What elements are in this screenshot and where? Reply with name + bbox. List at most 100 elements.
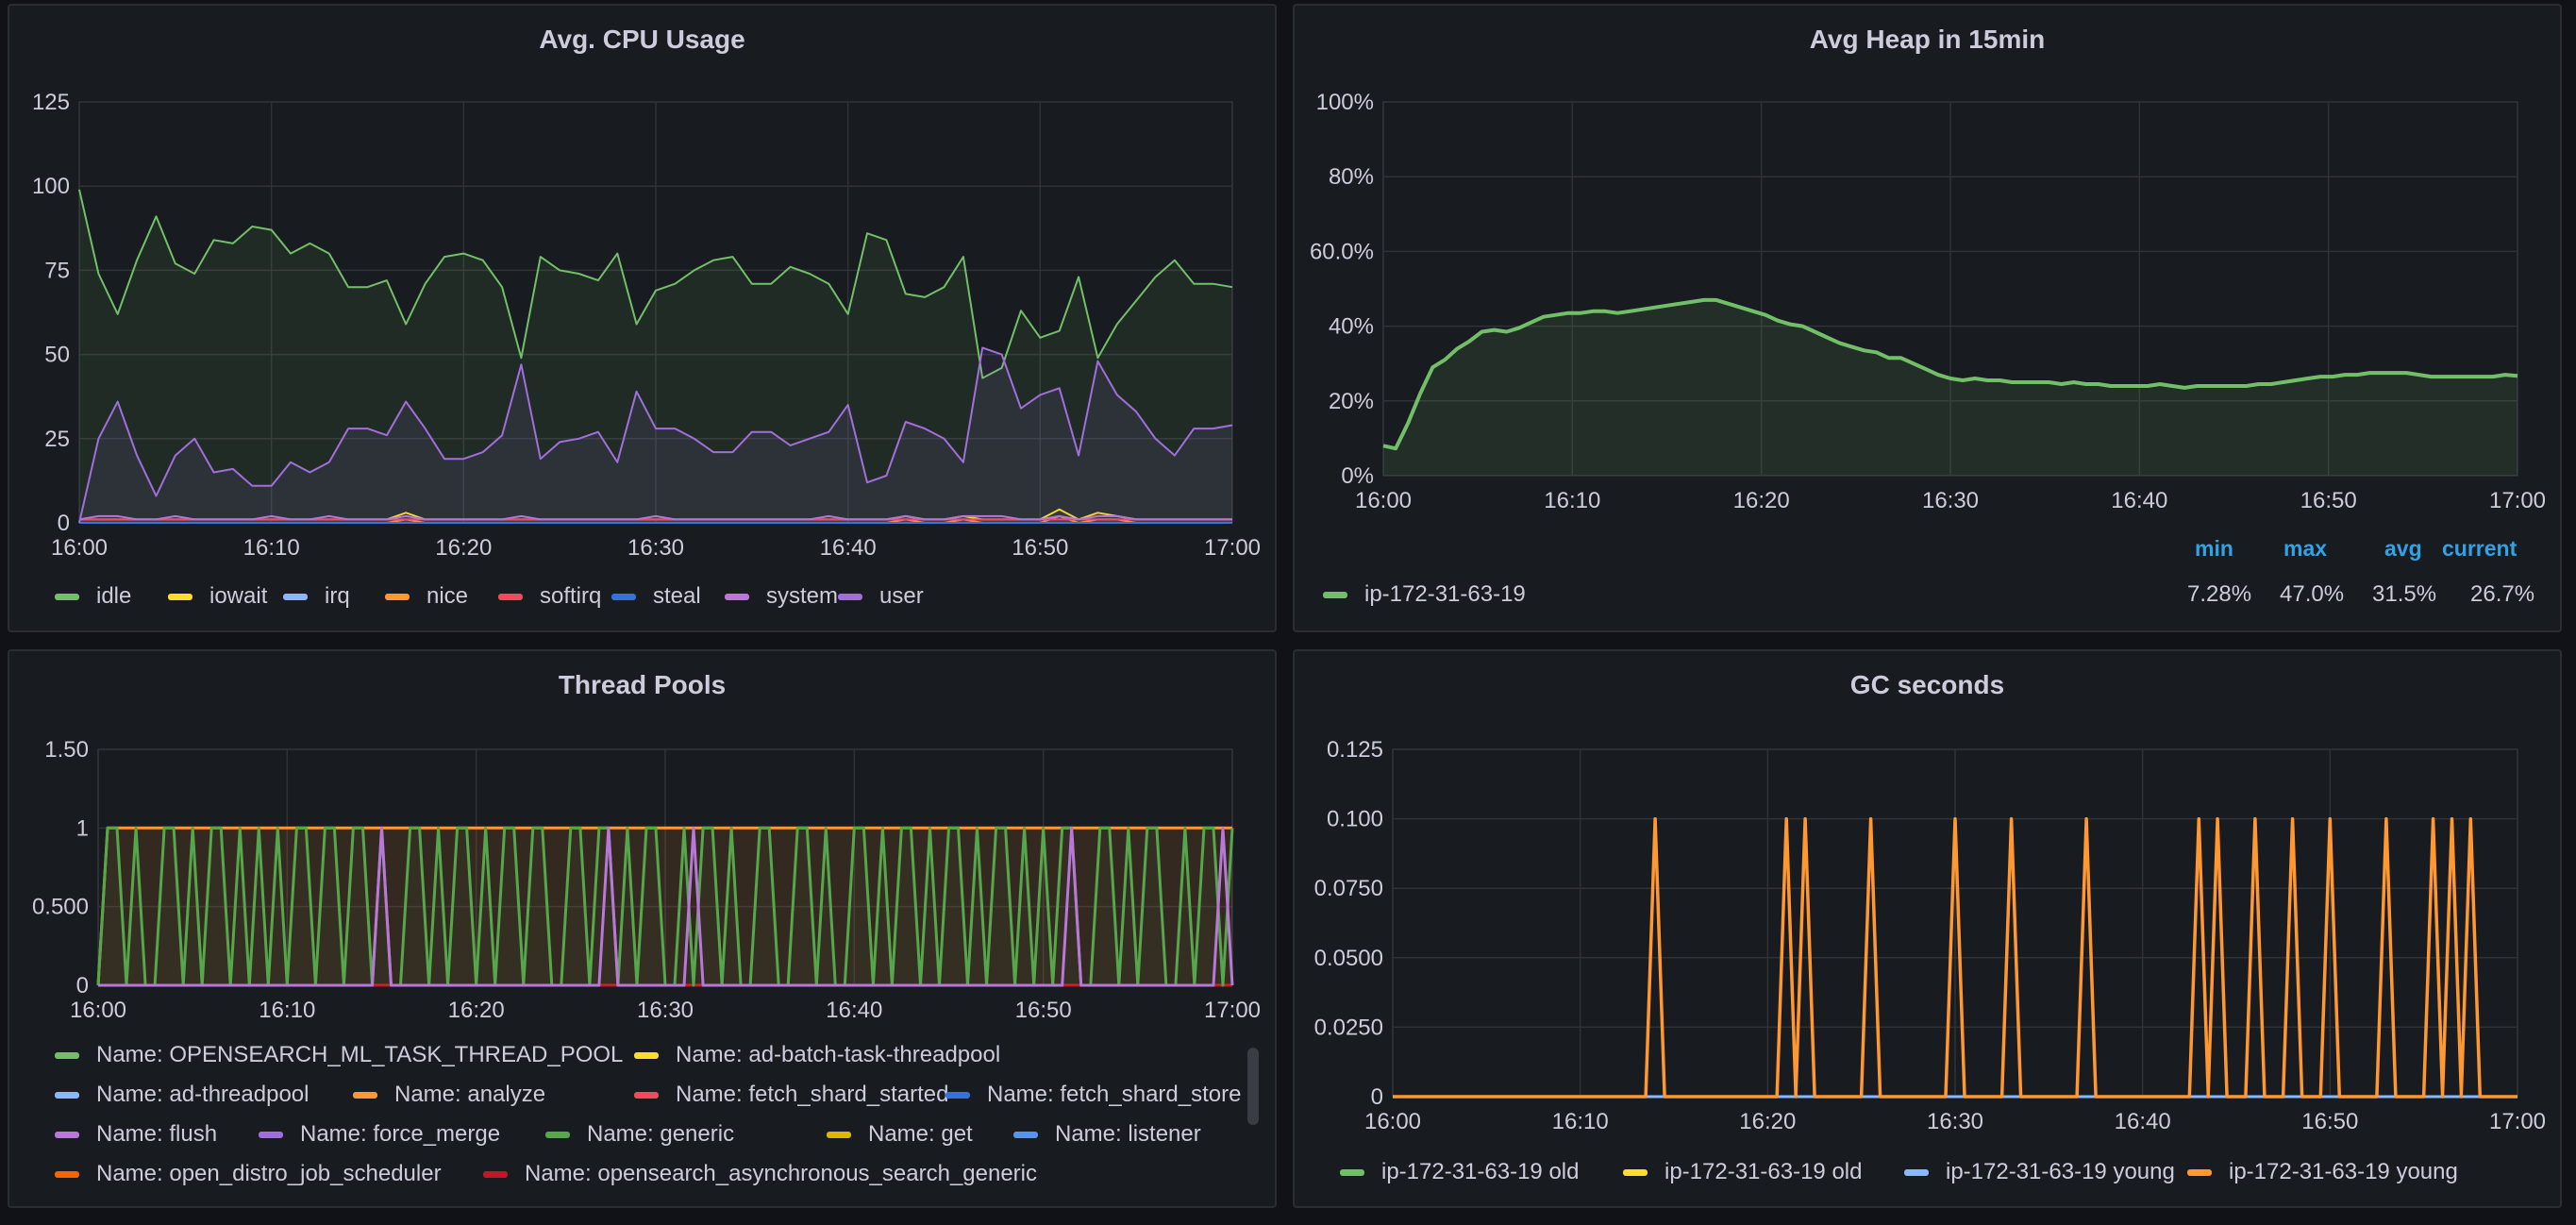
legend-item[interactable]: Name: OPENSEARCH_ML_TASK_THREAD_POOL (55, 1042, 623, 1068)
x-tick-label: 16:10 (1544, 488, 1600, 513)
y-tick-label: 0 (76, 973, 89, 998)
legend-item[interactable]: Name: ad-threadpool (55, 1082, 309, 1108)
series-line-3 (1393, 816, 2517, 1099)
panel-title[interactable]: Avg Heap in 15min (1809, 25, 2046, 54)
y-tick-label: 20% (1329, 389, 1374, 414)
legend-item[interactable]: ip-172-31-63-19 old (1340, 1159, 1579, 1185)
legend-swatch (611, 594, 636, 601)
stat-current: 26.7% (2470, 581, 2535, 607)
x-tick-label: 17:00 (2489, 1109, 2546, 1134)
y-tick-label: 1 (76, 815, 89, 841)
stat-max: 47.0% (2280, 581, 2345, 607)
legend-item[interactable]: ip-172-31-63-19 old (1623, 1159, 1862, 1185)
legend-swatch (634, 1052, 659, 1060)
y-tick-label: 0.0500 (1314, 946, 1383, 971)
legend-swatch (725, 594, 749, 601)
legend-swatch (55, 1052, 79, 1060)
legend-swatch (1340, 1169, 1364, 1177)
legend-item[interactable]: ip-172-31-63-19 young (1904, 1159, 2175, 1185)
legend-item[interactable]: iowait (168, 583, 267, 610)
stat-header-min[interactable]: min (2195, 536, 2233, 561)
legend-item[interactable]: Name: ad-batch-task-threadpool (634, 1042, 1000, 1068)
x-tick-label: 16:00 (51, 535, 108, 561)
legend-label: Name: fetch_shard_store (987, 1082, 1242, 1107)
legend-swatch (838, 594, 862, 601)
legend-item[interactable]: user (838, 583, 924, 610)
legend-item[interactable]: steal (611, 583, 701, 610)
x-tick-label: 16:50 (1012, 535, 1068, 561)
y-tick-label: 0 (58, 511, 70, 536)
legend-swatch (1623, 1169, 1648, 1177)
y-tick-label: 0.125 (1327, 737, 1383, 763)
y-tick-label: 125 (32, 90, 70, 115)
legend-swatch (483, 1171, 508, 1179)
panel-title[interactable]: GC seconds (1849, 670, 2005, 699)
legend-swatch (353, 1092, 377, 1099)
x-tick-label: 16:30 (1922, 488, 1979, 513)
legend-label: Name: OPENSEARCH_ML_TASK_THREAD_POOL (96, 1042, 624, 1067)
stat-min: 7.28% (2187, 581, 2252, 607)
legend-label[interactable]: ip-172-31-63-19 (1364, 581, 1526, 607)
legend-item[interactable]: Name: open_distro_job_scheduler (55, 1161, 442, 1187)
y-tick-label: 50 (44, 343, 70, 368)
y-tick-label: 0.0250 (1314, 1015, 1383, 1040)
legend-label: ip-172-31-63-19 young (1946, 1159, 2175, 1184)
thread-chart: 0 0.500 1 1.50 16:00 16:10 16:20 16:30 16:40 16:5… (32, 737, 1261, 1023)
panel-title[interactable]: Thread Pools (558, 670, 727, 699)
series-line-0 (78, 189, 1233, 379)
y-tick-label: 1.50 (44, 737, 89, 763)
legend-label: ip-172-31-63-19 old (1381, 1159, 1580, 1184)
y-tick-label: 0.100 (1327, 807, 1383, 832)
legend-item[interactable]: Name: fetch_shard_started (634, 1082, 949, 1108)
x-tick-label: 16:30 (637, 998, 694, 1023)
legend-swatch (168, 594, 192, 601)
legend-item[interactable]: idle (55, 583, 131, 610)
legend-item[interactable]: system (725, 583, 838, 610)
panel-title[interactable]: Avg. CPU Usage (539, 25, 745, 54)
legend-item[interactable]: Name: opensearch_asynchronous_search_gen… (483, 1161, 1037, 1187)
x-tick-label: 16:40 (2111, 488, 2167, 513)
x-tick-label: 17:00 (2489, 488, 2546, 513)
x-tick-label: 16:00 (1364, 1109, 1421, 1134)
heap-chart: 0% 20% 40% 60.0% 80% 100% 16:00 16:10 16:20 16:30… (1310, 90, 2546, 513)
legend-label: steal (653, 583, 701, 609)
x-tick-label: 16:10 (259, 998, 315, 1023)
legend-item[interactable]: Name: listener (1013, 1121, 1201, 1148)
legend-scrollbar[interactable] (1247, 1048, 1259, 1125)
legend-label: Name: listener (1055, 1121, 1201, 1147)
legend-item[interactable]: ip-172-31-63-19 young (2187, 1159, 2458, 1185)
legend-item[interactable]: Name: generic (545, 1121, 734, 1148)
cpu-chart: 0 25 50 75 100 125 16:00 16:10 16:20 16:30 16:40 16… (32, 90, 1261, 561)
legend-swatch (2187, 1169, 2212, 1177)
legend-swatch (634, 1092, 659, 1099)
y-tick-label: 0.0750 (1314, 876, 1383, 901)
y-tick-label: 80% (1329, 164, 1374, 190)
series-area-7 (79, 347, 1232, 523)
stat-header-max[interactable]: max (2283, 536, 2328, 561)
legend-item[interactable]: Name: fetch_shard_store (945, 1082, 1241, 1108)
y-tick-label: 100 (32, 174, 70, 199)
legend-item[interactable]: Name: get (827, 1121, 973, 1148)
legend-item[interactable]: Name: analyze (353, 1082, 545, 1108)
legend-label: irq (325, 583, 350, 609)
x-tick-label: 16:10 (1552, 1109, 1609, 1134)
gc-legend: ip-172-31-63-19 old ip-172-31-63-19 old ip… (1330, 1159, 2557, 1197)
legend-label: Name: ad-batch-task-threadpool (676, 1042, 1001, 1067)
legend-swatch (498, 594, 523, 601)
legend-item[interactable]: nice (385, 583, 468, 610)
legend-label: Name: analyze (394, 1082, 546, 1107)
legend-item[interactable]: Name: flush (55, 1121, 217, 1148)
x-tick-label: 16:00 (1355, 488, 1412, 513)
thread-legend: Name: OPENSEARCH_ML_TASK_THREAD_POOL Name… (45, 1042, 1272, 1202)
x-tick-label: 16:50 (2301, 1109, 2358, 1134)
x-tick-label: 16:40 (820, 535, 877, 561)
legend-label: Name: open_distro_job_scheduler (96, 1161, 442, 1186)
legend-item[interactable]: Name: force_merge (259, 1121, 500, 1148)
x-tick-label: 16:00 (70, 998, 126, 1023)
x-tick-label: 16:30 (627, 535, 684, 561)
stat-header-current[interactable]: current (2442, 536, 2517, 561)
legend-label: idle (96, 583, 132, 609)
legend-item[interactable]: softirq (498, 583, 601, 610)
stat-header-avg[interactable]: avg (2384, 536, 2422, 561)
legend-item[interactable]: irq (283, 583, 350, 610)
